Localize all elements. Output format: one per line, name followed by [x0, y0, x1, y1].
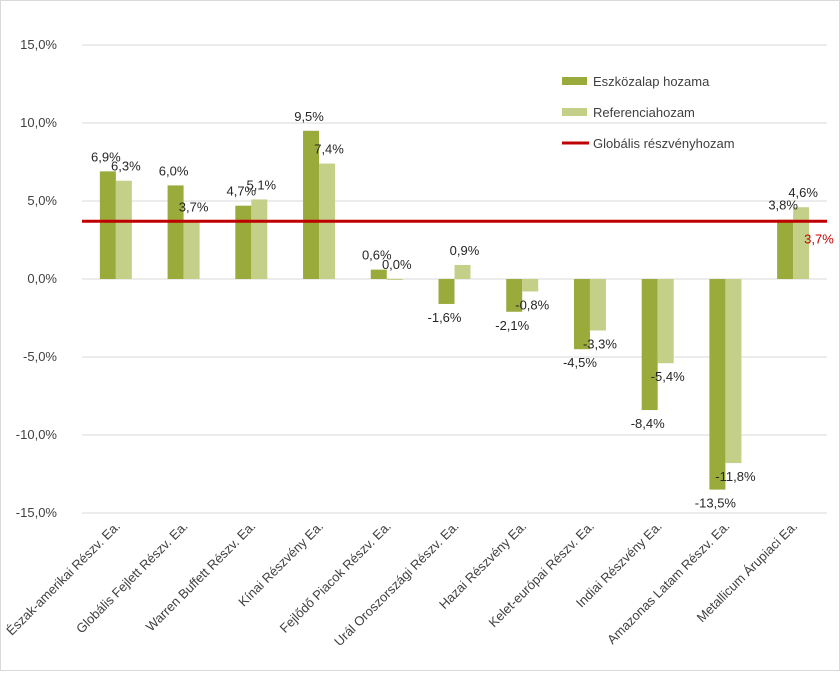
x-tick-label: Globális Fejlett Részv. Ea. — [73, 519, 191, 637]
legend-label-fund: Eszközalap hozama — [593, 74, 710, 89]
bar-fund — [167, 185, 184, 279]
data-label: 3,7% — [179, 199, 209, 214]
data-label: -8,4% — [631, 416, 665, 431]
reference-line-label: 3,7% — [804, 231, 834, 246]
y-tick-label: 5,0% — [27, 193, 57, 208]
legend-label-reference: Globális részvényhozam — [593, 136, 735, 151]
data-label: -1,6% — [428, 310, 462, 325]
bars — [99, 130, 810, 490]
bar-benchmark — [657, 279, 674, 364]
data-label: 0,9% — [450, 243, 480, 258]
bar-fund — [777, 219, 794, 279]
y-tick-label: 15,0% — [20, 37, 57, 52]
data-label: 0,0% — [382, 257, 412, 272]
bar-benchmark — [454, 264, 471, 279]
data-label: 6,3% — [111, 159, 141, 174]
y-axis-ticks: 15,0% 10,0% 5,0% 0,0% -5,0% -10,0% -15,0% — [16, 37, 58, 520]
bar-benchmark — [251, 199, 268, 279]
bar-fund — [370, 269, 387, 279]
bar-fund — [573, 279, 590, 350]
data-label: -3,3% — [583, 336, 617, 351]
gridlines — [82, 44, 827, 514]
legend-label-benchmark: Referenciahozam — [593, 105, 695, 120]
x-tick-label: Észak-amerikai Részv. Ea. — [3, 519, 123, 639]
data-label: 9,5% — [294, 109, 324, 124]
data-label: -5,4% — [651, 369, 685, 384]
bar-fund — [709, 279, 726, 490]
bar-fund — [506, 279, 523, 312]
data-label: -2,1% — [495, 318, 529, 333]
y-tick-label: -10,0% — [16, 427, 58, 442]
y-tick-label: -15,0% — [16, 505, 58, 520]
bar-fund — [641, 279, 658, 411]
data-label: -4,5% — [563, 355, 597, 370]
bar-benchmark — [793, 207, 810, 279]
data-label: 4,7% — [226, 184, 256, 199]
bar-benchmark — [725, 279, 742, 464]
data-label: 6,0% — [159, 163, 189, 178]
bar-fund — [438, 279, 455, 304]
bar-benchmark — [522, 279, 539, 292]
y-tick-label: 0,0% — [27, 271, 57, 286]
bar-benchmark — [115, 180, 132, 279]
legend: Eszközalap hozama Referenciahozam Globál… — [562, 74, 735, 151]
x-tick-label: Amazonas Latam Részv. Ea. — [604, 519, 732, 647]
bar-fund — [235, 205, 252, 279]
y-tick-label: 10,0% — [20, 115, 57, 130]
data-label: 3,8% — [768, 198, 798, 213]
y-tick-label: -5,0% — [23, 349, 57, 364]
data-label: 7,4% — [314, 142, 344, 157]
bar-fund — [99, 171, 116, 279]
legend-swatch-fund — [562, 77, 587, 85]
x-tick-label: Warren Buffett Részv. Ea. — [143, 519, 259, 635]
x-tick-label: Fejlődő Piacok Részv. Ea. — [277, 519, 394, 636]
data-labels: 6,9% 6,0% 4,7% 9,5% 0,6% -1,6% -2,1% -4,5% -8,4%… — [91, 109, 818, 511]
bar-benchmark — [386, 279, 403, 280]
x-axis-ticks: Észak-amerikai Részv. Ea.Globális Fejlet… — [3, 519, 800, 649]
data-label: -11,8% — [715, 469, 756, 484]
bar-benchmark — [589, 279, 606, 331]
bar-benchmark — [183, 221, 200, 279]
data-label: 5,1% — [246, 177, 276, 192]
bar-fund — [303, 130, 320, 279]
data-label: -13,5% — [695, 496, 737, 511]
data-label: -0,8% — [515, 297, 549, 312]
data-label: 0,6% — [362, 248, 392, 263]
reference-line-group: 3,7% — [82, 219, 834, 246]
x-tick-label: Urál Oroszországi Részv. Ea. — [331, 519, 461, 649]
legend-swatch-benchmark — [562, 108, 587, 116]
data-label: 4,6% — [788, 185, 818, 200]
data-label: 6,9% — [91, 149, 121, 164]
